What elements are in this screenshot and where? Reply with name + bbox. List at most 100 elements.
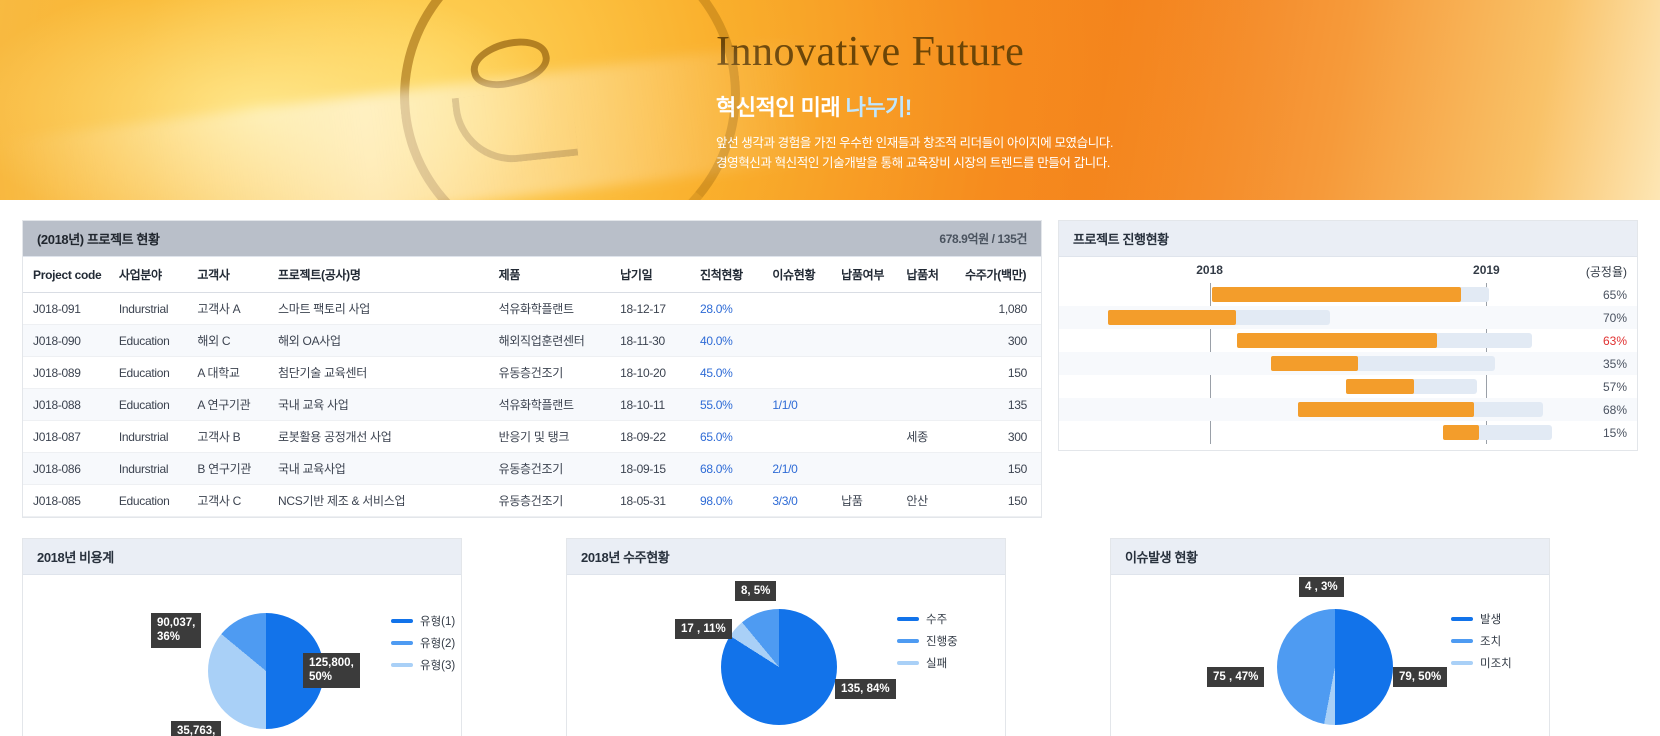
cell-field: Education (108, 388, 188, 421)
pie-chart[interactable] (721, 609, 837, 725)
cell-code: J018-086 (23, 452, 109, 485)
legend-label: 유형(2) (420, 638, 456, 650)
col-business-field[interactable]: 사업분야 (108, 257, 188, 293)
cell-amount: 300 (955, 324, 1041, 357)
col-customer[interactable]: 고객사 (187, 257, 269, 293)
gantt-row[interactable]: 63% (1059, 329, 1637, 352)
cell-due: 18-10-20 (610, 356, 690, 389)
gantt-axis: (공정율) 2018 2019 (1059, 257, 1637, 283)
table-row[interactable]: J018-085 Education 고객사 C NCS기반 제조 & 서비스업… (23, 484, 1041, 517)
legend-item[interactable]: 수주 (897, 611, 958, 627)
cell-project: 스마트 팩토리 사업 (268, 292, 489, 325)
hero-description: 앞선 생각과 경험을 가진 우수한 인재들과 창조적 리더들이 아이지에 모였습… (716, 134, 1113, 173)
col-project-name[interactable]: 프로젝트(공사)명 (268, 257, 489, 293)
cell-due: 18-09-15 (610, 452, 690, 485)
cell-customer: A 연구기관 (187, 388, 269, 421)
project-status-title: (2018년) 프로젝트 현황 (37, 232, 160, 247)
cell-amount: 150 (955, 356, 1041, 389)
cell-customer: B 연구기관 (187, 452, 269, 485)
legend-item[interactable]: 실패 (897, 655, 958, 671)
cell-issue (762, 292, 832, 325)
table-row[interactable]: J018-086 Indurstrial B 연구기관 국내 교육사업 유동층건… (23, 452, 1041, 485)
gantt-row[interactable]: 57% (1059, 375, 1637, 398)
cell-amount: 1,080 (955, 292, 1041, 325)
gantt-row[interactable]: 35% (1059, 352, 1637, 375)
cell-product: 유동층건조기 (488, 452, 611, 485)
pie-data-label: 4 , 3% (1299, 577, 1344, 598)
gantt-track (1298, 402, 1544, 417)
legend-swatch-icon (897, 661, 919, 665)
top-row: (2018년) 프로젝트 현황 678.9억원 / 135건 Project c… (22, 220, 1638, 518)
legend-item[interactable]: 발생 (1451, 611, 1512, 627)
cell-customer: A 대학교 (187, 356, 269, 389)
gantt-body: (공정율) 2018 2019 65% 70% 63% 35% 57% 68% 15% (1059, 257, 1637, 450)
col-progress[interactable]: 진척현황 (689, 257, 763, 293)
legend-swatch-icon (391, 641, 413, 645)
hero-title: Innovative Future (716, 29, 1025, 75)
order-pie-title: 2018년 수주현황 (567, 539, 1005, 575)
col-issue[interactable]: 이슈현황 (762, 257, 832, 293)
cell-progress: 40.0% (689, 324, 763, 357)
cell-issue: 2/1/0 (762, 452, 832, 485)
legend-item[interactable]: 진행중 (897, 633, 958, 649)
gantt-rows: 65% 70% 63% 35% 57% 68% 15% (1059, 283, 1637, 444)
gantt-row[interactable]: 15% (1059, 421, 1637, 444)
col-product[interactable]: 제품 (488, 257, 611, 293)
issue-pie-panel: 이슈발생 현황 79, 50% 4 , 3% 75 , 47% 발생 조치 미조치 (1110, 538, 1550, 736)
cell-delivered: 납품 (831, 484, 897, 517)
pie-data-label: 90,037, 36% (151, 613, 202, 648)
gantt-progress-rate: 35% (1602, 356, 1627, 371)
gantt-progress-bar (1298, 402, 1475, 417)
col-project-code[interactable]: Project code (23, 257, 109, 293)
cell-progress: 45.0% (689, 356, 763, 389)
cell-project: 국내 교육사업 (268, 452, 489, 485)
col-due-date[interactable]: 납기일 (610, 257, 690, 293)
cell-progress: 98.0% (689, 484, 763, 517)
legend-label: 유형(1) (420, 616, 456, 628)
table-row[interactable]: J018-090 Education 해외 C 해외 OA사업 해외직업훈련센터… (23, 324, 1041, 357)
cell-field: Indurstrial (108, 292, 188, 325)
cell-amount: 150 (955, 452, 1041, 485)
legend-item[interactable]: 유형(2) (391, 635, 455, 651)
gantt-progress-bar (1443, 425, 1480, 440)
table-row[interactable]: J018-091 Indurstrial 고객사 A 스마트 팩토리 사업 석유… (23, 292, 1041, 325)
table-row[interactable]: J018-089 Education A 대학교 첨단기술 교육센터 유동층건조… (23, 356, 1041, 389)
col-order-amount[interactable]: 수주가(백만) (955, 257, 1041, 293)
cell-due: 18-05-31 (610, 484, 690, 517)
table-row[interactable]: J018-088 Education A 연구기관 국내 교육 사업 석유화학플… (23, 388, 1041, 421)
cost-pie-title: 2018년 비용계 (23, 539, 461, 575)
legend-label: 발생 (1480, 614, 1502, 626)
col-delivery-site[interactable]: 납품처 (896, 257, 956, 293)
project-table: Project code 사업분야 고객사 프로젝트(공사)명 제품 납기일 진… (23, 257, 1041, 517)
hero-subtitle: 혁신적인 미래 나누기! (716, 90, 1113, 122)
cell-product: 석유화학플랜트 (488, 388, 611, 421)
hero-glow (0, 0, 580, 200)
pie-chart[interactable] (1277, 609, 1393, 725)
gantt-progress-rate: 63% (1602, 333, 1627, 348)
gantt-row[interactable]: 65% (1059, 283, 1637, 306)
gantt-track (1443, 425, 1553, 440)
legend-item[interactable]: 유형(3) (391, 657, 455, 673)
issue-pie-title: 이슈발생 현황 (1111, 539, 1549, 575)
cell-due: 18-10-11 (610, 388, 690, 421)
cell-due: 18-09-22 (610, 420, 690, 453)
table-row[interactable]: J018-087 Indurstrial 고객사 B 로봇활용 공정개선 사업 … (23, 420, 1041, 453)
legend-swatch-icon (1451, 639, 1473, 643)
cell-progress: 55.0% (689, 388, 763, 421)
gantt-row[interactable]: 70% (1059, 306, 1637, 329)
cell-site (896, 324, 956, 357)
legend-item[interactable]: 유형(1) (391, 613, 455, 629)
hero-description-line-1: 앞선 생각과 경험을 가진 우수한 인재들과 창조적 리더들이 아이지에 모였습… (716, 136, 1114, 151)
bottom-row: 2018년 비용계 125,800, 50% 90,037, 36% 35,763,… (22, 538, 1638, 736)
cell-delivered (831, 420, 897, 453)
gantt-track (1270, 356, 1496, 371)
legend-item[interactable]: 미조치 (1451, 655, 1512, 671)
pie-data-label: 75 , 47% (1207, 667, 1265, 688)
cell-customer: 고객사 B (187, 420, 269, 453)
col-delivered[interactable]: 납품여부 (831, 257, 897, 293)
gantt-row[interactable]: 68% (1059, 398, 1637, 421)
gantt-progress-rate: 65% (1602, 287, 1627, 302)
legend-item[interactable]: 조치 (1451, 633, 1512, 649)
